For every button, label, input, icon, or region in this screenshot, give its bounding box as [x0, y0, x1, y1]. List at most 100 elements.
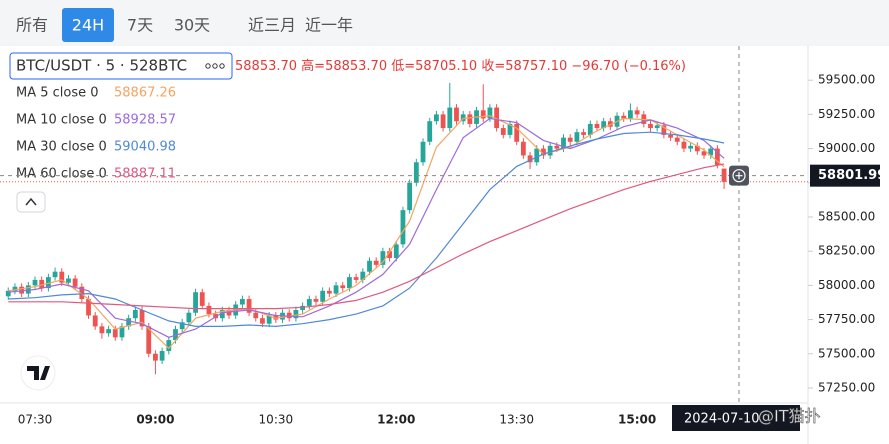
tab[interactable]: 所有 — [16, 16, 48, 35]
date-box — [672, 405, 800, 431]
y-tick-label: 57250.00 — [818, 380, 875, 394]
legend-value: 58867.26 — [114, 86, 176, 101]
candle-body — [648, 123, 653, 129]
candle-body — [19, 286, 25, 294]
symbol-box[interactable] — [9, 52, 233, 80]
candle-body — [239, 299, 245, 305]
candle-body — [79, 286, 85, 300]
readout-item: 收=58757.10 — [481, 59, 567, 74]
date-label: 2024-07-10 — [684, 412, 760, 427]
dot — [205, 63, 211, 69]
candle-body — [400, 210, 406, 245]
candle-body — [373, 260, 379, 265]
candle-body — [701, 151, 707, 156]
candle-body — [454, 107, 459, 122]
ma-line — [8, 115, 725, 350]
candle-body — [153, 353, 158, 361]
candle-body — [420, 141, 426, 163]
y-tick-label: 58000.00 — [818, 278, 875, 292]
candle-body — [193, 292, 198, 313]
collapse-button[interactable] — [16, 191, 46, 213]
candle-body — [45, 277, 51, 289]
candle-body — [173, 329, 178, 341]
readout-item: 低=58705.10 — [391, 59, 477, 74]
candle-body — [52, 271, 58, 278]
price-label: 58801.99 — [818, 168, 886, 183]
candle-body — [139, 309, 145, 327]
tab[interactable]: 7天 — [127, 16, 153, 35]
add-icon — [735, 172, 743, 180]
candle-body — [126, 318, 132, 327]
candle-body — [480, 110, 486, 119]
readout-item: 58853.70 — [235, 59, 297, 74]
candle-body — [460, 114, 466, 122]
dot — [219, 63, 225, 69]
candle-body — [721, 168, 727, 182]
candle-body — [340, 285, 346, 289]
tab[interactable]: 24H — [72, 16, 104, 35]
symbol: BTC/USDT · 5 · 528BTC — [16, 57, 187, 75]
candle-body — [5, 290, 11, 297]
candle-body — [313, 299, 319, 302]
candle-body — [534, 148, 540, 163]
candle-body — [634, 110, 640, 115]
tab[interactable]: 30天 — [174, 16, 210, 35]
y-tick-label: 57500.00 — [818, 346, 875, 360]
ma-line — [8, 163, 725, 310]
candle-body — [360, 271, 366, 280]
candle-body — [413, 162, 419, 183]
watermark: @IT猫扑 — [758, 407, 821, 426]
candle-body — [561, 137, 566, 149]
x-tick-label: 07:30 — [18, 413, 53, 427]
candle-body — [594, 123, 600, 129]
candle-body — [554, 145, 560, 149]
candle-body — [487, 107, 493, 119]
legend-name: MA 5 close 0 — [16, 86, 99, 101]
candle-body — [380, 251, 386, 265]
candle-body — [668, 134, 673, 138]
candle-body — [447, 107, 453, 129]
y-tick-label: 59250.00 — [818, 107, 875, 121]
candle-body — [607, 121, 613, 127]
candle-body — [541, 148, 546, 156]
candle-body — [427, 121, 433, 142]
x-tick-label: 10:30 — [259, 413, 294, 427]
candle-body — [326, 290, 332, 294]
legend-value: 58887.11 — [114, 167, 176, 182]
candle-body — [434, 114, 439, 122]
dot — [212, 63, 218, 69]
candle-body — [260, 318, 265, 324]
plot-area — [5, 82, 727, 375]
legend-value: 59040.98 — [114, 140, 176, 155]
candle-body — [32, 279, 38, 286]
candle-body — [587, 123, 593, 135]
candle-body — [273, 315, 279, 320]
tab-active[interactable] — [62, 8, 114, 42]
candle-body — [300, 305, 306, 310]
ma-line — [8, 117, 725, 338]
candle-body — [92, 315, 98, 327]
add-icon — [732, 169, 746, 183]
candle-body — [714, 148, 720, 165]
candle-body — [293, 309, 299, 319]
candle-body — [159, 351, 165, 361]
tab[interactable]: 近三月 — [248, 16, 296, 35]
candle-body — [39, 279, 45, 289]
readout-item: 高=58853.70 — [301, 58, 387, 74]
candle-body — [353, 277, 359, 280]
candle-body — [621, 115, 627, 119]
candle-body — [367, 260, 372, 272]
candle-body — [306, 299, 312, 306]
candle-body — [253, 312, 259, 319]
x-tick-label: 13:30 — [499, 413, 534, 427]
tab[interactable]: 近一年 — [305, 16, 353, 35]
y-tick-label: 59000.00 — [818, 141, 875, 155]
collapse-icon — [25, 197, 37, 206]
candle-body — [206, 305, 212, 315]
candle-body — [59, 271, 65, 283]
candle-body — [266, 315, 272, 324]
legend-name: MA 10 close 0 — [16, 113, 107, 128]
candle-body — [628, 110, 633, 119]
readout: 58853.70 高=58853.70 低=58705.10 收=58757.1… — [235, 58, 686, 74]
